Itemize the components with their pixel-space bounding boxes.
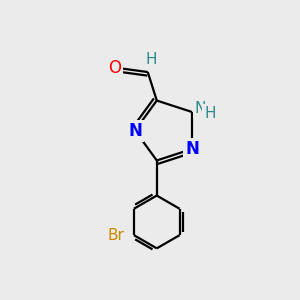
Text: Br: Br bbox=[107, 228, 124, 243]
Text: N: N bbox=[195, 101, 206, 116]
Text: H: H bbox=[146, 52, 157, 67]
Text: N: N bbox=[128, 122, 142, 140]
Text: O: O bbox=[108, 59, 121, 77]
Text: N: N bbox=[185, 140, 199, 158]
Text: H: H bbox=[204, 106, 216, 121]
